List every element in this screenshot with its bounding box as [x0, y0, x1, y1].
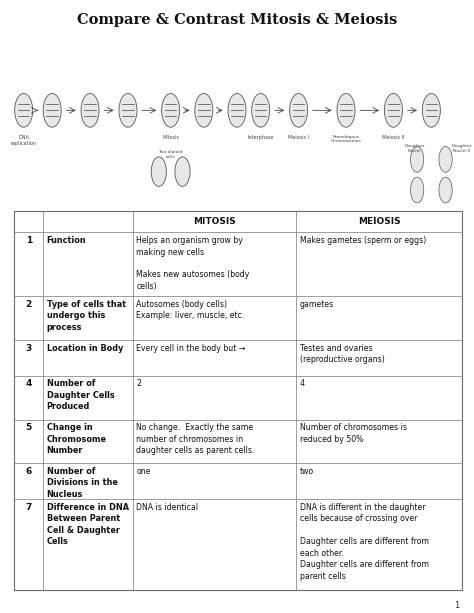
Ellipse shape	[43, 94, 61, 128]
Text: Meiosis I: Meiosis I	[288, 135, 309, 140]
Text: Difference in DNA
Between Parent
Cell & Daughter
Cells: Difference in DNA Between Parent Cell & …	[46, 503, 128, 546]
Text: No change.  Exactly the same
number of chromosomes in
daughter cells as parent c: No change. Exactly the same number of ch…	[136, 423, 255, 455]
Ellipse shape	[151, 157, 166, 186]
Text: Daughter
Nuclei: Daughter Nuclei	[404, 144, 425, 153]
Ellipse shape	[252, 94, 270, 128]
Ellipse shape	[228, 94, 246, 128]
Text: Mitosis: Mitosis	[162, 135, 179, 140]
Ellipse shape	[290, 94, 308, 128]
Text: Homologous
Chromosomes: Homologous Chromosomes	[331, 135, 361, 143]
Text: 1: 1	[455, 601, 460, 610]
Ellipse shape	[410, 147, 424, 172]
Text: Interphase: Interphase	[247, 135, 274, 140]
Ellipse shape	[162, 94, 180, 128]
Text: Change in
Chromosome
Number: Change in Chromosome Number	[46, 423, 107, 455]
Text: one: one	[136, 467, 151, 476]
Text: Function: Function	[46, 236, 86, 245]
Text: Type of cells that
undergo this
process: Type of cells that undergo this process	[46, 300, 126, 332]
Text: gametes: gametes	[300, 300, 334, 309]
Text: DNA is identical: DNA is identical	[136, 503, 198, 512]
Text: Number of
Divisions in the
Nucleus: Number of Divisions in the Nucleus	[46, 467, 118, 499]
Ellipse shape	[15, 94, 33, 128]
Ellipse shape	[81, 94, 99, 128]
Text: Meiosis II: Meiosis II	[382, 135, 405, 140]
Text: Number of chromosomes is
reduced by 50%: Number of chromosomes is reduced by 50%	[300, 423, 407, 444]
Text: Two diploid
cells: Two diploid cells	[158, 150, 183, 159]
Text: Number of
Daughter Cells
Produced: Number of Daughter Cells Produced	[46, 379, 114, 411]
Text: Autosomes (body cells)
Example: liver, muscle, etc.: Autosomes (body cells) Example: liver, m…	[136, 300, 245, 320]
Text: MEIOSIS: MEIOSIS	[358, 218, 401, 226]
Ellipse shape	[175, 157, 190, 186]
Text: Helps an organism grow by
making new cells

Makes new autosomes (body
cells): Helps an organism grow by making new cel…	[136, 236, 250, 291]
Text: Every cell in the body but →: Every cell in the body but →	[136, 343, 246, 352]
Text: DNA
replication: DNA replication	[11, 135, 36, 146]
Ellipse shape	[337, 94, 355, 128]
Text: two: two	[300, 467, 314, 476]
Text: 6: 6	[26, 467, 32, 476]
Text: 4: 4	[300, 379, 305, 389]
Text: MITOSIS: MITOSIS	[193, 218, 236, 226]
Text: Testes and ovaries
(reproductive organs): Testes and ovaries (reproductive organs)	[300, 343, 384, 364]
Text: 7: 7	[26, 503, 32, 512]
Ellipse shape	[439, 147, 452, 172]
Text: 4: 4	[26, 379, 32, 389]
Ellipse shape	[119, 94, 137, 128]
Text: Compare & Contrast Mitosis & Meiosis: Compare & Contrast Mitosis & Meiosis	[77, 13, 397, 28]
Text: 5: 5	[26, 423, 32, 432]
Text: Daughter
Nuclei II: Daughter Nuclei II	[452, 144, 473, 153]
Ellipse shape	[422, 94, 440, 128]
Ellipse shape	[195, 94, 213, 128]
Text: DNA is different in the daughter
cells because of crossing over

Daughter cells : DNA is different in the daughter cells b…	[300, 503, 429, 581]
Ellipse shape	[439, 177, 452, 203]
Text: 3: 3	[26, 343, 32, 352]
Text: 2: 2	[26, 300, 32, 309]
Ellipse shape	[410, 177, 424, 203]
Text: 2: 2	[136, 379, 141, 389]
Text: Location in Body: Location in Body	[46, 343, 123, 352]
Text: 1: 1	[26, 236, 32, 245]
Text: Makes gametes (sperm or eggs): Makes gametes (sperm or eggs)	[300, 236, 426, 245]
Ellipse shape	[384, 94, 402, 128]
